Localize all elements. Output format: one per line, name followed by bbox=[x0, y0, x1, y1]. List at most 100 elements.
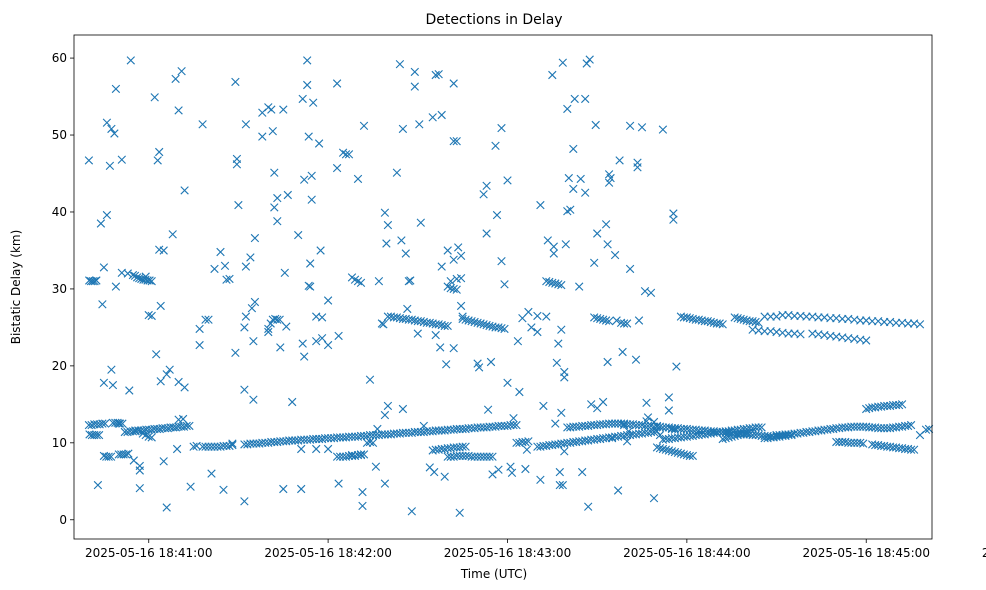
data-point bbox=[195, 340, 204, 350]
data-point bbox=[643, 413, 653, 422]
data-point bbox=[521, 464, 530, 474]
data-point bbox=[604, 178, 614, 187]
data-point bbox=[587, 400, 596, 409]
data-point bbox=[275, 315, 284, 324]
data-point bbox=[306, 282, 315, 291]
data-point bbox=[323, 444, 333, 454]
data-point bbox=[152, 350, 161, 359]
data-point bbox=[564, 173, 573, 183]
data-point bbox=[561, 240, 570, 249]
data-point bbox=[790, 311, 799, 321]
data-point bbox=[909, 445, 919, 454]
data-point bbox=[430, 467, 439, 477]
data-point bbox=[575, 282, 584, 291]
data-point bbox=[380, 479, 390, 488]
data-point bbox=[877, 424, 886, 433]
data-point bbox=[522, 445, 532, 454]
data-point bbox=[558, 480, 567, 490]
x-tick-label: 2025-05-16 18:44:00 bbox=[623, 546, 750, 560]
data-point bbox=[524, 307, 533, 317]
data-point bbox=[778, 310, 787, 320]
data-point bbox=[838, 423, 847, 432]
data-point bbox=[555, 480, 564, 490]
data-point bbox=[398, 124, 408, 134]
data-point bbox=[192, 441, 201, 451]
data-point bbox=[853, 422, 862, 431]
data-point bbox=[563, 104, 572, 114]
data-point bbox=[456, 301, 466, 311]
data-point bbox=[664, 406, 674, 415]
data-point bbox=[332, 433, 342, 442]
data-point bbox=[168, 230, 177, 239]
data-point bbox=[186, 482, 195, 491]
data-point bbox=[488, 452, 497, 461]
data-point bbox=[264, 324, 273, 334]
data-point bbox=[497, 324, 506, 333]
data-point bbox=[422, 427, 431, 436]
data-point bbox=[497, 123, 506, 133]
data-point bbox=[128, 270, 138, 280]
data-point bbox=[868, 317, 877, 326]
y-tick-label: 60 bbox=[52, 51, 67, 65]
data-point bbox=[273, 193, 282, 203]
data-point bbox=[102, 118, 112, 127]
data-point bbox=[419, 421, 428, 431]
data-point bbox=[557, 325, 566, 334]
data-point bbox=[180, 383, 189, 392]
data-point bbox=[455, 451, 464, 461]
data-point bbox=[398, 404, 408, 414]
data-point bbox=[658, 125, 668, 134]
data-point bbox=[485, 452, 494, 461]
data-point bbox=[317, 334, 327, 343]
data-point bbox=[784, 430, 793, 440]
data-point bbox=[727, 432, 736, 441]
data-point bbox=[246, 253, 255, 262]
data-point bbox=[826, 314, 835, 323]
data-point bbox=[787, 430, 796, 440]
data-point bbox=[241, 262, 251, 271]
data-point bbox=[888, 400, 898, 410]
data-point bbox=[312, 434, 321, 444]
data-point bbox=[443, 425, 452, 434]
data-point bbox=[323, 340, 333, 350]
data-point bbox=[880, 317, 889, 327]
data-point bbox=[479, 452, 488, 461]
data-point bbox=[891, 318, 901, 327]
data-point bbox=[440, 321, 449, 331]
data-point bbox=[344, 432, 354, 441]
data-point bbox=[509, 414, 518, 423]
data-point bbox=[300, 175, 309, 184]
data-point bbox=[624, 427, 633, 436]
data-point bbox=[125, 386, 134, 395]
data-point bbox=[410, 427, 419, 437]
data-point bbox=[598, 397, 608, 407]
data-point bbox=[162, 503, 171, 512]
data-point bbox=[126, 56, 135, 65]
data-point bbox=[604, 317, 614, 326]
data-point bbox=[379, 320, 388, 329]
data-point bbox=[347, 432, 357, 441]
data-point bbox=[380, 410, 390, 420]
data-point bbox=[380, 430, 390, 439]
data-point bbox=[141, 272, 150, 281]
data-point bbox=[98, 300, 107, 309]
data-point bbox=[649, 417, 659, 427]
data-point bbox=[482, 181, 491, 190]
data-point bbox=[850, 438, 859, 447]
data-point bbox=[521, 437, 530, 447]
data-point bbox=[456, 251, 466, 260]
data-point bbox=[323, 296, 333, 305]
data-point bbox=[542, 312, 551, 321]
data-point bbox=[297, 435, 306, 444]
data-point bbox=[150, 93, 159, 102]
data-point bbox=[99, 378, 109, 387]
data-point bbox=[334, 331, 343, 341]
plot-frame bbox=[73, 34, 933, 540]
data-point bbox=[314, 139, 324, 148]
data-point bbox=[554, 280, 563, 289]
chart-title: Detections in Delay bbox=[425, 12, 562, 28]
data-point bbox=[856, 438, 865, 447]
y-tick-label: 40 bbox=[52, 205, 67, 219]
data-point bbox=[536, 475, 545, 484]
data-point bbox=[581, 94, 590, 104]
